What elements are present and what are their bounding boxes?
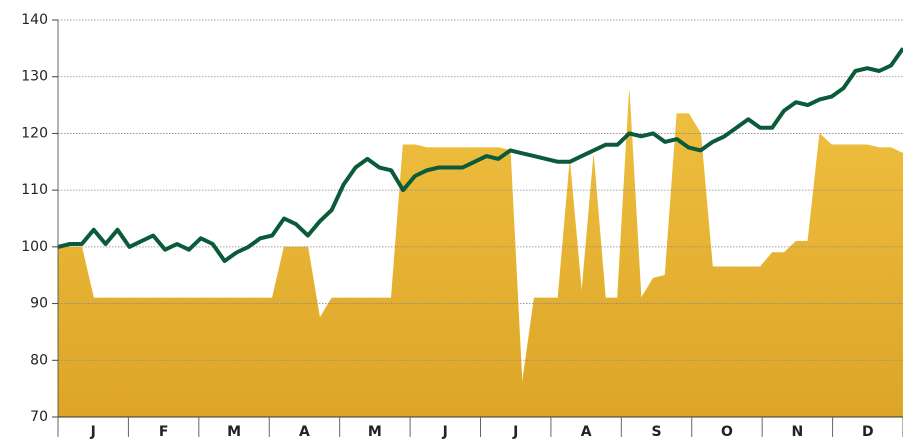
chart: 70 80 90 100 110 120 130 140 J F M A M J J A S O N D bbox=[0, 0, 903, 446]
y-tick-label: 130 bbox=[21, 69, 48, 85]
x-tick-label: A bbox=[299, 424, 310, 440]
y-tick-label: 110 bbox=[21, 182, 48, 198]
x-tick-label: O bbox=[721, 424, 733, 440]
x-tick-label: S bbox=[651, 424, 661, 440]
x-tick-label: J bbox=[442, 424, 448, 440]
x-tick-label: N bbox=[792, 424, 804, 440]
x-tick-label: J bbox=[512, 424, 518, 440]
x-tick-label: M bbox=[368, 424, 382, 440]
x-tick-label: J bbox=[90, 424, 96, 440]
x-tick-label: M bbox=[227, 424, 241, 440]
y-tick-label: 70 bbox=[30, 409, 48, 425]
y-tick-label: 90 bbox=[30, 296, 48, 312]
y-tick-label: 100 bbox=[21, 239, 48, 255]
x-tick-label: F bbox=[159, 424, 169, 440]
y-tick-label: 120 bbox=[21, 125, 48, 141]
y-tick-label: 140 bbox=[21, 12, 48, 28]
y-tick-label: 80 bbox=[30, 352, 48, 368]
x-tick-label: D bbox=[862, 424, 874, 440]
x-tick-label: A bbox=[581, 424, 592, 440]
area bbox=[58, 91, 903, 417]
